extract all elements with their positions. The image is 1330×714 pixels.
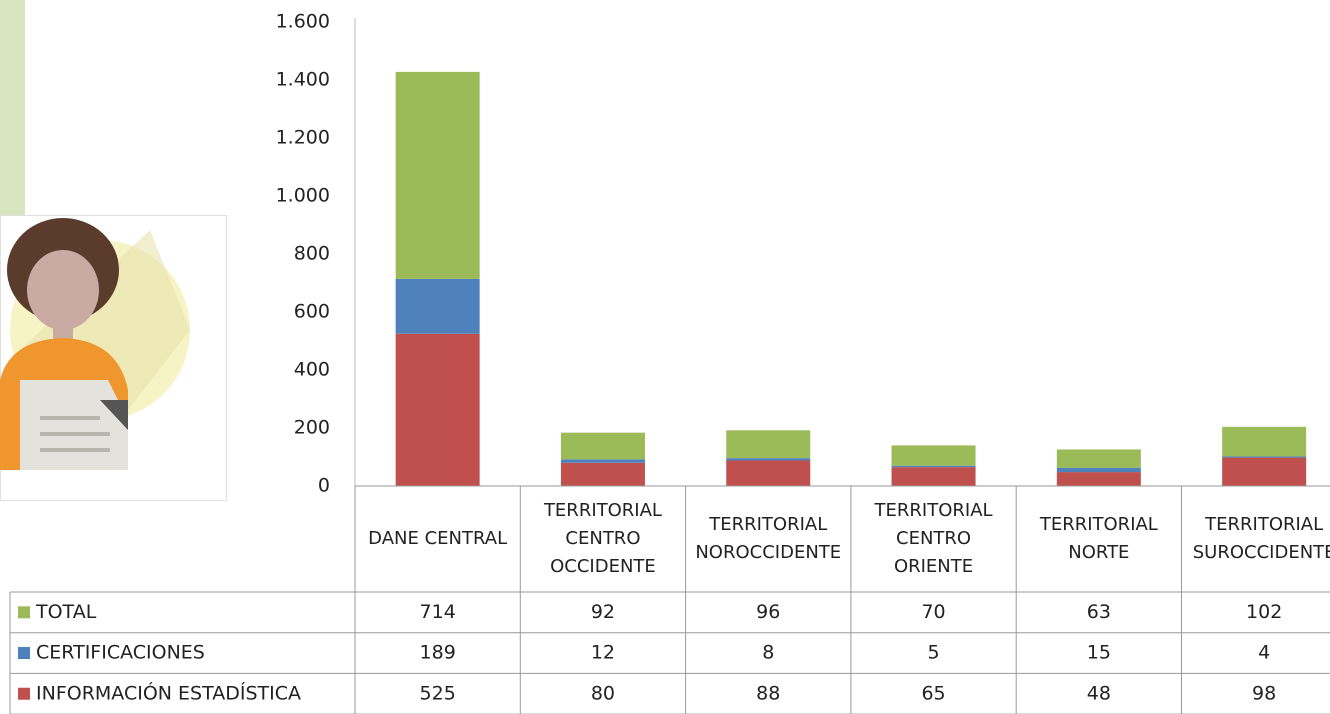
bar-segment [561,459,645,462]
y-tick-label: 1.000 [276,185,330,207]
legend-label: TOTAL [35,601,97,623]
bar-segment [1222,456,1306,457]
bar-segment [396,72,480,279]
table-value: 189 [420,642,456,664]
table-value: 88 [756,682,780,704]
table-value: 12 [591,642,615,664]
y-tick-label: 600 [294,301,330,323]
y-tick-label: 200 [294,417,330,439]
chart: 0 200 400 600 800 1.000 1.200 1.400 1.600 TOTAL 71… [0,0,1330,714]
table-value: 80 [591,682,615,704]
bar-segment [892,466,976,467]
x-tick-label: TERRITORIAL CENTRO ORIENTE [851,486,1016,592]
table-value: 714 [420,601,456,623]
table-value: 63 [1087,601,1111,623]
bar-segment [561,433,645,460]
illustration [0,0,227,501]
document [20,380,128,470]
x-tick-label: TERRITORIAL NORTE [1016,486,1181,592]
y-tick-label: 1.400 [276,69,330,91]
bar-segment [892,445,976,465]
x-tick-label: TERRITORIAL SUROCCIDENTE [1182,486,1330,592]
bar-segment [1057,449,1141,467]
bar-segment [1222,458,1306,486]
table-value: 70 [921,601,945,623]
legend-label: CERTIFICACIONES [36,642,205,664]
bar-segment [1057,472,1141,486]
table-value: 48 [1087,682,1111,704]
side-panel [0,0,25,248]
x-tick-label: DANE CENTRAL [355,486,520,592]
y-tick-label: 1.200 [276,127,330,149]
y-tick-label: 400 [294,359,330,381]
legend-label: INFORMACIÓN ESTADÍSTICA [36,680,301,704]
table-value: 92 [591,601,615,623]
legend-swatch [18,688,30,700]
legend-swatch [18,647,30,659]
bar-segment [1222,427,1306,457]
bar-segment [726,460,810,486]
bar-segment [892,467,976,486]
x-tick-label: TERRITORIAL CENTRO OCCIDENTE [520,486,685,592]
bar-segment [561,463,645,486]
bar-segment [1057,468,1141,472]
x-tick-label: TERRITORIAL NOROCCIDENTE [686,486,851,592]
table-value: 4 [1258,642,1270,664]
bar-segment [726,458,810,460]
table-value: 65 [921,682,945,704]
y-tick-label: 800 [294,243,330,265]
table-value: 8 [762,642,774,664]
y-tick-label: 1.600 [276,11,330,33]
table-value: 102 [1246,601,1282,623]
bar-segment [726,430,810,458]
y-tick-label: 0 [318,475,330,497]
table-value: 525 [420,682,456,704]
bar-segment [396,279,480,334]
table-value: 98 [1252,682,1276,704]
face [27,250,99,330]
bar-segment [396,334,480,486]
legend-swatch [18,606,30,618]
table-value: 96 [756,601,780,623]
table-value: 15 [1087,642,1111,664]
page: 0 200 400 600 800 1.000 1.200 1.400 1.600 TOTAL 71… [0,0,1330,714]
table-value: 5 [928,642,940,664]
